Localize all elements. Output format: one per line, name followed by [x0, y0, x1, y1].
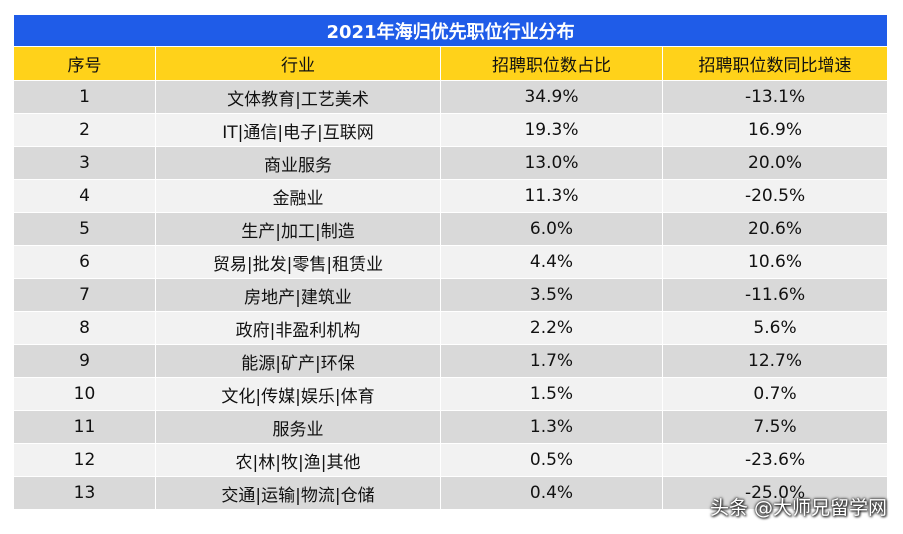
cell-index: 6: [13, 245, 156, 279]
table-row: 8 政府|非盈利机构 2.2% 5.6%: [13, 311, 889, 345]
cell-share: 13.0%: [440, 146, 663, 180]
industry-distribution-table: 2021年海归优先职位行业分布 序号 行业 招聘职位数占比 招聘职位数同比增速 …: [12, 14, 889, 510]
cell-index: 4: [13, 179, 156, 213]
cell-industry: 服务业: [155, 410, 441, 444]
cell-index: 5: [13, 212, 156, 246]
table-row: 10 文化|传媒|娱乐|体育 1.5% 0.7%: [13, 377, 889, 411]
cell-industry: 商业服务: [155, 146, 441, 180]
cell-index: 7: [13, 278, 156, 312]
cell-share: 19.3%: [440, 113, 663, 147]
cell-growth: 20.6%: [661, 212, 889, 246]
cell-industry: 文化|传媒|娱乐|体育: [155, 377, 441, 411]
cell-growth: -25.0%: [661, 476, 889, 510]
cell-index: 11: [13, 410, 156, 444]
cell-index: 13: [13, 476, 156, 510]
cell-industry: IT|通信|电子|互联网: [155, 113, 441, 147]
cell-growth: 0.7%: [661, 377, 889, 411]
table-row: 4 金融业 11.3% -20.5%: [13, 179, 889, 213]
header-index: 序号: [13, 46, 156, 81]
cell-growth: -23.6%: [661, 443, 889, 477]
table-row: 7 房地产|建筑业 3.5% -11.6%: [13, 278, 889, 312]
table-row: 11 服务业 1.3% 7.5%: [13, 410, 889, 444]
cell-industry: 交通|运输|物流|仓储: [155, 476, 441, 510]
cell-growth: 10.6%: [661, 245, 889, 279]
table-row: 5 生产|加工|制造 6.0% 20.6%: [13, 212, 889, 246]
cell-share: 3.5%: [440, 278, 663, 312]
cell-share: 11.3%: [440, 179, 663, 213]
cell-share: 1.3%: [440, 410, 663, 444]
table-row: 12 农|林|牧|渔|其他 0.5% -23.6%: [13, 443, 889, 477]
cell-share: 34.9%: [440, 80, 663, 114]
table-row: 3 商业服务 13.0% 20.0%: [13, 146, 889, 180]
table-body: 1 文体教育|工艺美术 34.9% -13.1% 2 IT|通信|电子|互联网 19.3% 1…: [13, 80, 889, 510]
table-row: 9 能源|矿产|环保 1.7% 12.7%: [13, 344, 889, 378]
cell-index: 9: [13, 344, 156, 378]
cell-industry: 能源|矿产|环保: [155, 344, 441, 378]
cell-index: 12: [13, 443, 156, 477]
header-row: 序号 行业 招聘职位数占比 招聘职位数同比增速: [13, 46, 889, 81]
cell-share: 6.0%: [440, 212, 663, 246]
cell-index: 3: [13, 146, 156, 180]
cell-industry: 文体教育|工艺美术: [155, 80, 441, 114]
cell-industry: 政府|非盈利机构: [155, 311, 441, 345]
cell-industry: 房地产|建筑业: [155, 278, 441, 312]
cell-industry: 金融业: [155, 179, 441, 213]
table-row: 6 贸易|批发|零售|租赁业 4.4% 10.6%: [13, 245, 889, 279]
cell-growth: 16.9%: [661, 113, 889, 147]
header-growth: 招聘职位数同比增速: [661, 46, 889, 81]
table-row: 2 IT|通信|电子|互联网 19.3% 16.9%: [13, 113, 889, 147]
table-row: 1 文体教育|工艺美术 34.9% -13.1%: [13, 80, 889, 114]
cell-index: 1: [13, 80, 156, 114]
cell-industry: 农|林|牧|渔|其他: [155, 443, 441, 477]
header-share: 招聘职位数占比: [440, 46, 663, 81]
table-title: 2021年海归优先职位行业分布: [12, 14, 889, 47]
cell-growth: 20.0%: [661, 146, 889, 180]
title-row: 2021年海归优先职位行业分布: [12, 14, 889, 47]
cell-index: 2: [13, 113, 156, 147]
cell-growth: -20.5%: [661, 179, 889, 213]
cell-index: 10: [13, 377, 156, 411]
cell-growth: 5.6%: [661, 311, 889, 345]
cell-share: 0.4%: [440, 476, 663, 510]
table-row: 13 交通|运输|物流|仓储 0.4% -25.0%: [13, 476, 889, 510]
cell-growth: -11.6%: [661, 278, 889, 312]
cell-index: 8: [13, 311, 156, 345]
cell-share: 0.5%: [440, 443, 663, 477]
cell-growth: 12.7%: [661, 344, 889, 378]
cell-share: 2.2%: [440, 311, 663, 345]
cell-share: 1.5%: [440, 377, 663, 411]
cell-share: 1.7%: [440, 344, 663, 378]
watermark: 头条 @大师兄留学网: [709, 497, 887, 519]
header-industry: 行业: [155, 46, 441, 81]
cell-industry: 生产|加工|制造: [155, 212, 441, 246]
cell-industry: 贸易|批发|零售|租赁业: [155, 245, 441, 279]
cell-growth: 7.5%: [661, 410, 889, 444]
cell-share: 4.4%: [440, 245, 663, 279]
cell-growth: -13.1%: [661, 80, 889, 114]
